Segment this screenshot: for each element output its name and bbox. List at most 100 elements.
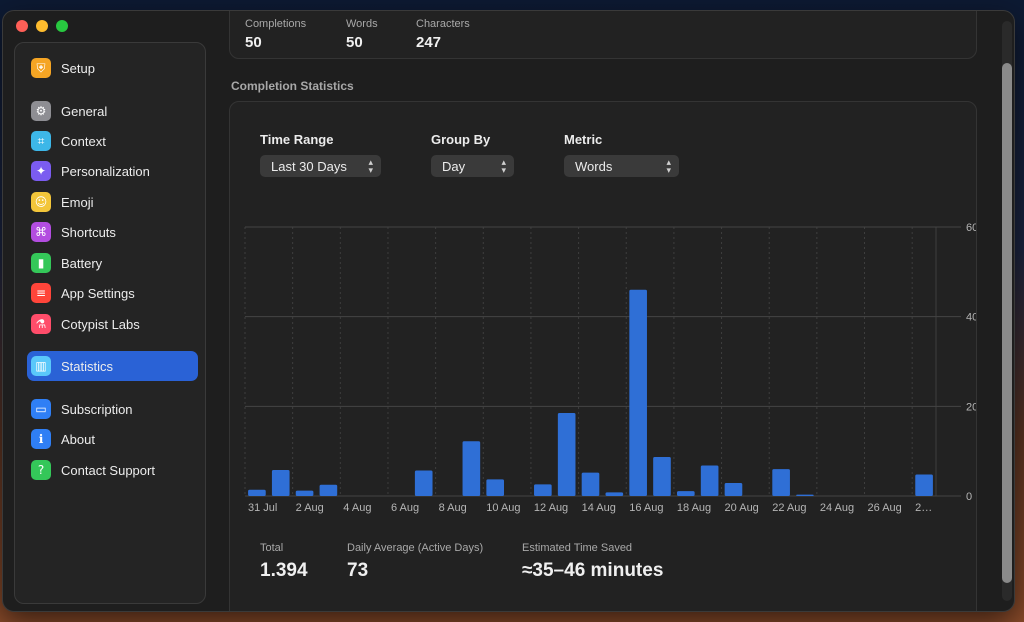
sidebar-item-setup[interactable]: ⛨ Setup [27,53,198,83]
bar-17-aug [653,456,671,496]
sidebar-item-label: Statistics [61,358,114,374]
sidebar: ⛨ Setup ⚙ General ⌗ Context ✦ Personalization ☺ E… [14,42,206,604]
x-tick-label: 6 Aug [391,502,419,514]
smiley-icon: ☺ [31,192,51,212]
sidebar-item-battery[interactable]: ▮ Battery [27,248,198,278]
context-scan-icon: ⌗ [31,131,51,151]
sidebar-item-label: About [61,431,95,447]
x-tick-label: 12 Aug [534,502,568,514]
sidebar-item-label: Context [61,133,106,149]
app-window: ⛨ Setup ⚙ General ⌗ Context ✦ Personalization ☺ E… [2,10,1015,612]
total-value: 1.394 [260,560,308,581]
time-range-value: Last 30 Days [271,158,347,174]
scrollbar-thumb[interactable] [1002,63,1012,583]
sliders-icon: ≡ [31,283,51,303]
daily-average-value: 73 [347,560,369,581]
flask-icon: ⚗ [31,314,51,334]
sidebar-item-label: Battery [61,255,103,271]
completions-stat: Completions 50 [245,18,306,51]
bar-3-aug [319,484,338,496]
group-by-control: Group By Day ▴ ▾ [431,132,514,177]
completion-bar-chart: 0 200 400 600 31 Jul 2 Aug 4 Aug 6 Aug 8 Aug 10 A… [244,222,976,514]
group-by-label: Group By [431,132,491,147]
sidebar-item-label: Shortcuts [61,224,116,240]
chevron-updown-icon: ▴ ▾ [666,157,671,175]
sidebar-item-shortcuts[interactable]: ⌘ Shortcuts [27,217,198,247]
bar-20-aug [724,482,743,496]
sidebar-item-label: Personalization [61,163,150,179]
bar-15-aug [605,492,624,496]
chevron-updown-icon: ▴ ▾ [368,157,373,175]
sidebar-item-label: Subscription [61,401,133,417]
metric-select[interactable]: Words ▴ ▾ [564,155,679,177]
sidebar-item-about[interactable]: ℹ About [27,424,198,454]
group-by-select[interactable]: Day ▴ ▾ [431,155,514,177]
battery-icon: ▮ [31,253,51,273]
metric-control: Metric Words ▴ ▾ [564,132,679,177]
x-tick-label: 2 Aug [296,502,324,514]
bar-28-aug [915,474,933,496]
x-tick-label: 31 Jul [248,502,277,514]
metric-value: Words [575,158,613,174]
characters-value: 247 [416,34,442,51]
bar-18-aug [676,491,695,496]
y-tick-label: 400 [966,312,976,324]
section-title: Completion Statistics [231,79,354,93]
total-stat: Total 1.394 [260,542,308,582]
bar-chart-icon: ▥ [31,356,51,376]
x-tick-label: 16 Aug [629,502,663,514]
time-saved-label: Estimated Time Saved [522,542,633,554]
chevron-updown-icon: ▴ ▾ [501,157,506,175]
sidebar-item-label: Cotypist Labs [61,316,140,332]
bar-23-aug [796,494,814,496]
completions-value: 50 [245,34,262,51]
x-tick-label: 18 Aug [677,502,711,514]
y-tick-label: 600 [966,222,976,234]
y-tick-label: 0 [966,491,972,503]
x-tick-label: 24 Aug [820,502,854,514]
metric-label: Metric [564,132,603,147]
bar-1-aug [271,469,290,496]
sidebar-item-contact-support[interactable]: ? Contact Support [27,455,198,485]
y-tick-label: 200 [966,401,976,413]
bar-10-aug [486,479,505,496]
bar-12-aug [534,484,552,496]
characters-stat: Characters 247 [416,18,470,51]
sidebar-item-label: App Settings [61,285,135,301]
words-label: Words [346,18,378,30]
words-stat: Words 50 [346,18,378,51]
group-by-value: Day [442,158,466,174]
sidebar-item-cotypist-labs[interactable]: ⚗ Cotypist Labs [27,309,198,339]
x-tick-label: 14 Aug [582,502,616,514]
sidebar-item-label: Emoji [61,194,94,210]
x-tick-label: 22 Aug [772,502,806,514]
sidebar-item-subscription[interactable]: ▭ Subscription [27,394,198,424]
sidebar-item-statistics[interactable]: ▥ Statistics [27,351,198,381]
x-tick-label: 20 Aug [725,502,759,514]
zoom-window-button[interactable] [56,20,68,32]
shield-icon: ⛨ [31,58,51,78]
sidebar-item-app-settings[interactable]: ≡ App Settings [27,278,198,308]
sidebar-item-label: Setup [61,60,95,76]
daily-average-stat: Daily Average (Active Days) 73 [347,542,483,582]
minimize-window-button[interactable] [36,20,48,32]
gear-icon: ⚙ [31,101,51,121]
summary-card: Completions 50 Words 50 Characters 247 [229,11,977,59]
time-range-select[interactable]: Last 30 Days ▴ ▾ [260,155,381,177]
sidebar-item-context[interactable]: ⌗ Context [27,126,198,156]
sidebar-item-general[interactable]: ⚙ General [27,96,198,126]
time-saved-value: ≈35–46 minutes [522,560,664,581]
daily-average-label: Daily Average (Active Days) [347,542,484,554]
bar-2-aug [295,490,314,496]
bar-16-aug [629,289,647,496]
main-content: Completions 50 Words 50 Characters 247 C… [215,11,995,611]
magic-wand-icon: ✦ [31,161,51,181]
time-range-label: Time Range [260,132,334,147]
sidebar-item-personalization[interactable]: ✦ Personalization [27,156,198,186]
bar-7-aug [414,470,433,496]
sidebar-item-emoji[interactable]: ☺ Emoji [27,187,198,217]
x-tick-label: 8 Aug [439,502,467,514]
statistics-card: Time Range Last 30 Days ▴ ▾ Group By Day … [229,101,977,611]
x-tick-label: 10 Aug [486,502,520,514]
close-window-button[interactable] [16,20,28,32]
